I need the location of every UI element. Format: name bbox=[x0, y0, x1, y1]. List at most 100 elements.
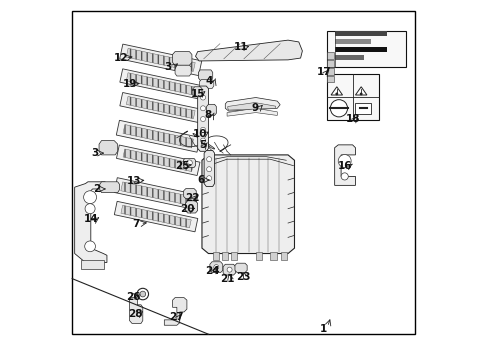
Text: 20: 20 bbox=[180, 204, 195, 215]
Circle shape bbox=[200, 95, 205, 100]
Bar bbox=[126, 48, 195, 71]
Bar bbox=[120, 93, 201, 123]
Polygon shape bbox=[186, 201, 197, 213]
Bar bbox=[114, 201, 198, 232]
Polygon shape bbox=[221, 252, 228, 260]
Bar bbox=[120, 69, 201, 99]
Polygon shape bbox=[235, 263, 247, 273]
Polygon shape bbox=[175, 65, 191, 76]
Text: 27: 27 bbox=[170, 312, 184, 322]
Bar bbox=[123, 149, 194, 172]
Polygon shape bbox=[270, 252, 276, 260]
Bar bbox=[120, 44, 202, 76]
Text: 8: 8 bbox=[205, 111, 212, 121]
Bar bbox=[123, 125, 194, 148]
Text: 19: 19 bbox=[122, 79, 137, 89]
Bar bbox=[327, 31, 406, 67]
Polygon shape bbox=[183, 158, 196, 167]
Polygon shape bbox=[172, 51, 192, 65]
Text: 3: 3 bbox=[164, 62, 171, 72]
Circle shape bbox=[85, 204, 95, 214]
Text: 6: 6 bbox=[197, 175, 205, 185]
Polygon shape bbox=[129, 298, 143, 323]
Polygon shape bbox=[223, 264, 236, 275]
Polygon shape bbox=[197, 86, 208, 151]
Bar bbox=[335, 55, 364, 60]
Bar bbox=[355, 103, 370, 114]
Circle shape bbox=[140, 291, 146, 297]
Text: 2: 2 bbox=[93, 184, 100, 194]
Bar bbox=[114, 178, 198, 210]
Polygon shape bbox=[196, 40, 302, 61]
Polygon shape bbox=[331, 87, 343, 95]
Polygon shape bbox=[210, 262, 223, 273]
Bar bbox=[335, 31, 388, 36]
Text: 14: 14 bbox=[84, 215, 99, 224]
Circle shape bbox=[85, 241, 96, 252]
Circle shape bbox=[214, 265, 219, 270]
Polygon shape bbox=[335, 145, 355, 185]
Polygon shape bbox=[213, 252, 219, 260]
Polygon shape bbox=[256, 252, 262, 260]
Text: 22: 22 bbox=[185, 193, 199, 203]
Text: 23: 23 bbox=[236, 272, 250, 282]
Text: 1: 1 bbox=[320, 324, 327, 334]
Polygon shape bbox=[199, 80, 214, 89]
Bar bbox=[126, 73, 195, 95]
Circle shape bbox=[200, 106, 205, 111]
Polygon shape bbox=[198, 70, 213, 80]
Polygon shape bbox=[225, 98, 280, 111]
Polygon shape bbox=[99, 140, 118, 155]
Bar bbox=[335, 47, 388, 52]
Polygon shape bbox=[193, 87, 202, 97]
Text: 17: 17 bbox=[317, 67, 331, 77]
Circle shape bbox=[227, 267, 232, 272]
Text: 21: 21 bbox=[220, 274, 235, 284]
Circle shape bbox=[207, 167, 212, 172]
Bar bbox=[327, 52, 334, 59]
Text: 26: 26 bbox=[126, 292, 140, 302]
Text: 11: 11 bbox=[233, 42, 248, 52]
Text: 12: 12 bbox=[114, 53, 128, 63]
Text: 28: 28 bbox=[128, 310, 143, 319]
Polygon shape bbox=[207, 104, 216, 116]
Bar bbox=[327, 74, 379, 120]
Polygon shape bbox=[74, 182, 107, 262]
Bar bbox=[121, 205, 191, 228]
Text: 4: 4 bbox=[205, 76, 213, 86]
Bar bbox=[327, 60, 334, 67]
Circle shape bbox=[207, 176, 212, 181]
Text: 7: 7 bbox=[132, 219, 139, 229]
Circle shape bbox=[200, 117, 205, 122]
Polygon shape bbox=[231, 252, 237, 260]
Bar bbox=[121, 182, 191, 205]
Polygon shape bbox=[100, 182, 120, 193]
Text: 5: 5 bbox=[199, 140, 206, 150]
Circle shape bbox=[84, 191, 97, 204]
Circle shape bbox=[187, 160, 192, 166]
Text: 16: 16 bbox=[338, 161, 353, 171]
Circle shape bbox=[336, 93, 338, 95]
Polygon shape bbox=[204, 150, 215, 186]
Bar bbox=[126, 96, 195, 119]
Text: 15: 15 bbox=[191, 89, 205, 99]
Bar bbox=[116, 120, 200, 152]
Polygon shape bbox=[227, 108, 277, 116]
Bar bbox=[81, 260, 104, 269]
Circle shape bbox=[200, 127, 205, 132]
Bar bbox=[327, 76, 334, 82]
Text: 13: 13 bbox=[127, 176, 142, 186]
Bar bbox=[117, 145, 200, 176]
Polygon shape bbox=[281, 252, 287, 260]
Text: 10: 10 bbox=[193, 129, 207, 139]
Circle shape bbox=[330, 100, 347, 117]
Circle shape bbox=[361, 93, 362, 95]
Polygon shape bbox=[202, 155, 294, 253]
Text: 18: 18 bbox=[345, 114, 360, 124]
Circle shape bbox=[338, 154, 351, 167]
Circle shape bbox=[207, 157, 212, 162]
Polygon shape bbox=[355, 87, 367, 95]
Bar bbox=[335, 39, 371, 44]
Text: 9: 9 bbox=[251, 103, 259, 113]
Circle shape bbox=[341, 173, 348, 180]
